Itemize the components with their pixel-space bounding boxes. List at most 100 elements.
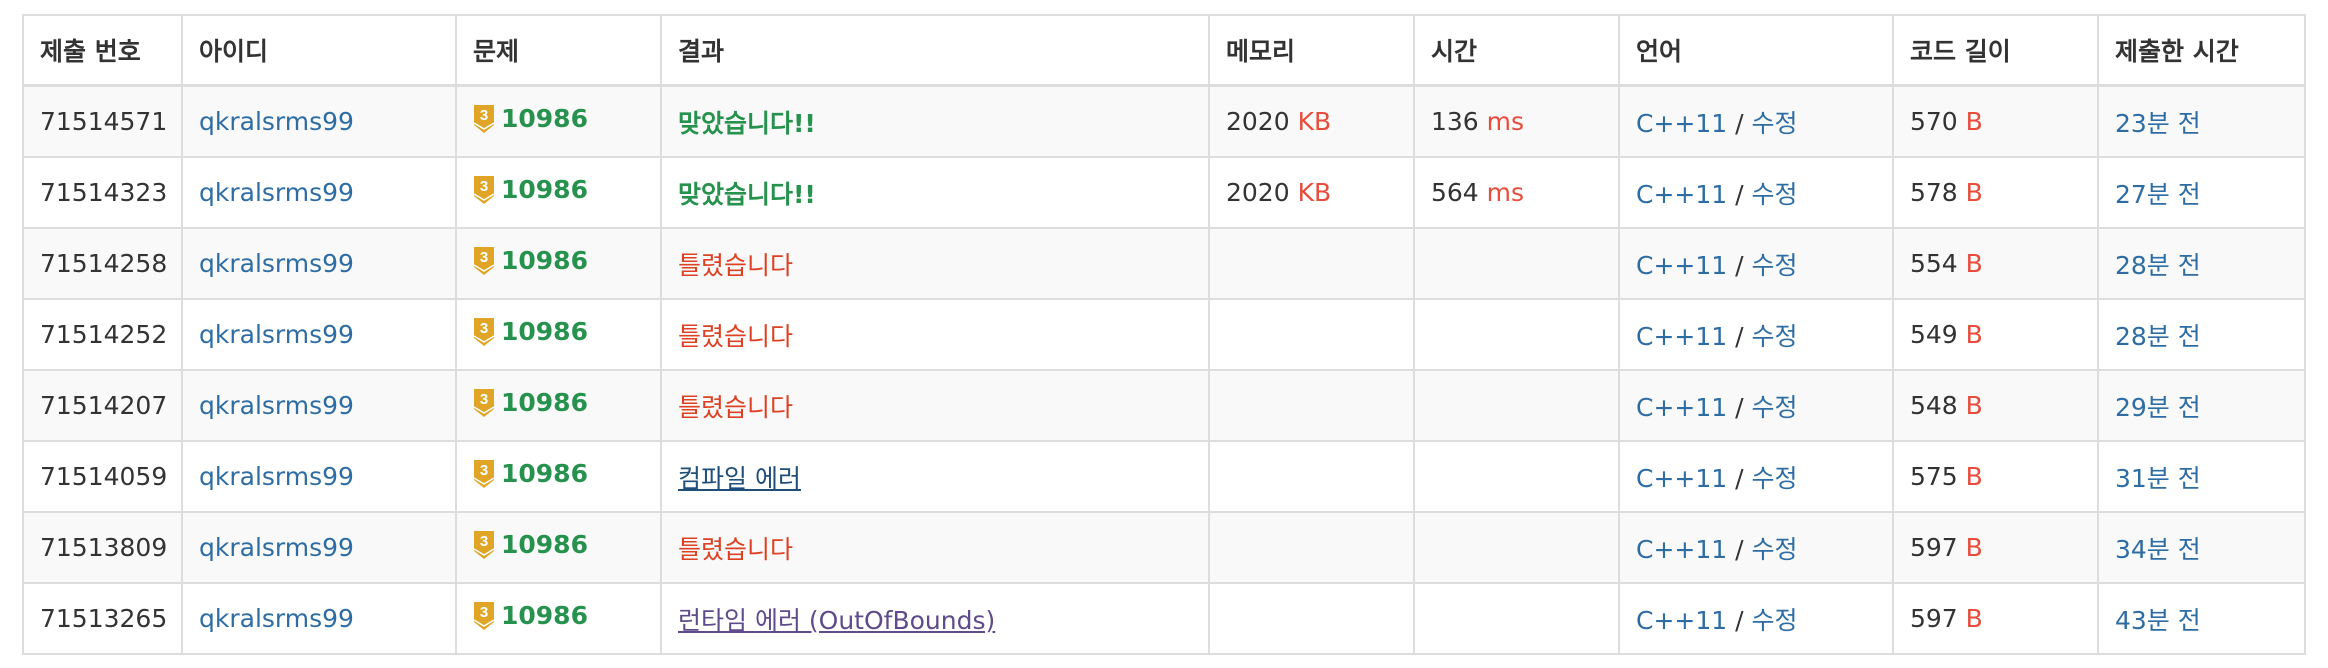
language-link[interactable]: C++11: [1636, 179, 1728, 209]
code-length-value: 548: [1910, 391, 1958, 420]
user-id-link[interactable]: qkralsrms99: [199, 178, 354, 207]
result-text: 맞았습니다!!: [678, 179, 816, 209]
problem-link[interactable]: 3 10986: [473, 104, 588, 134]
language-cell: C++11 / 수정: [1618, 84, 1894, 158]
separator: /: [1735, 534, 1744, 564]
user-cell: qkralsrms99: [181, 582, 457, 655]
user-id-link[interactable]: qkralsrms99: [199, 604, 354, 633]
user-id-link[interactable]: qkralsrms99: [199, 462, 354, 491]
user-id-link[interactable]: qkralsrms99: [199, 391, 354, 420]
language-cell: C++11 / 수정: [1618, 582, 1894, 655]
language-link[interactable]: C++11: [1636, 534, 1728, 564]
edit-link[interactable]: 수정: [1751, 108, 1798, 138]
problem-link[interactable]: 3 10986: [473, 175, 588, 205]
problem-number: 10986: [501, 175, 588, 204]
submission-id-cell: 71514571: [22, 84, 183, 158]
problem-link[interactable]: 3 10986: [473, 530, 588, 560]
edit-link[interactable]: 수정: [1751, 534, 1798, 564]
language-link[interactable]: C++11: [1636, 605, 1728, 635]
submitted-time-link[interactable]: 29분 전: [2115, 392, 2201, 422]
result-text[interactable]: 런타임 에러 (OutOfBounds): [678, 605, 996, 635]
status-table-container: 제출 번호 아이디 문제 결과 메모리 시간 언어 코드 길이 제출한 시간 7…: [22, 14, 2306, 655]
tier-level-label: 3: [480, 107, 488, 124]
submitted-time-link[interactable]: 31분 전: [2115, 463, 2201, 493]
problem-cell: 3 10986: [455, 84, 662, 158]
result-cell: 맞았습니다!!: [660, 156, 1210, 229]
code-length-unit: B: [1965, 249, 1983, 278]
user-cell: qkralsrms99: [181, 84, 457, 158]
user-cell: qkralsrms99: [181, 156, 457, 229]
problem-link[interactable]: 3 10986: [473, 246, 588, 276]
result-text: 틀렸습니다: [678, 392, 794, 422]
submitted-time-link[interactable]: 43분 전: [2115, 605, 2201, 635]
submission-id: 71513809: [40, 533, 168, 562]
edit-link[interactable]: 수정: [1751, 463, 1798, 493]
language-link[interactable]: C++11: [1636, 108, 1728, 138]
problem-number: 10986: [501, 601, 588, 630]
problem-link[interactable]: 3 10986: [473, 601, 588, 631]
table-header: 제출 번호 아이디 문제 결과 메모리 시간 언어 코드 길이 제출한 시간: [22, 14, 2306, 87]
code-length-cell: 548 B: [1892, 369, 2099, 442]
language-link[interactable]: C++11: [1636, 463, 1728, 493]
code-length-cell: 575 B: [1892, 440, 2099, 513]
code-length-value: 554: [1910, 249, 1958, 278]
user-cell: qkralsrms99: [181, 440, 457, 513]
submission-status-table: 제출 번호 아이디 문제 결과 메모리 시간 언어 코드 길이 제출한 시간 7…: [22, 14, 2306, 655]
result-text: 틀렸습니다: [678, 321, 794, 351]
code-length-unit: B: [1965, 462, 1983, 491]
result-cell: 틀렸습니다: [660, 298, 1210, 371]
result-text[interactable]: 컴파일 에러: [678, 463, 801, 493]
bronze-3-tier-icon: 3: [473, 104, 495, 133]
submitted-time-link[interactable]: 34분 전: [2115, 534, 2201, 564]
language-cell: C++11 / 수정: [1618, 156, 1894, 229]
language-cell: C++11 / 수정: [1618, 227, 1894, 300]
submission-id-cell: 71513265: [22, 582, 183, 655]
submitted-time-cell: 28분 전: [2097, 298, 2306, 371]
edit-link[interactable]: 수정: [1751, 179, 1798, 209]
problem-cell: 3 10986: [455, 227, 662, 300]
memory-cell: 2020 KB: [1208, 84, 1415, 158]
edit-link[interactable]: 수정: [1751, 250, 1798, 280]
submitted-time-link[interactable]: 23분 전: [2115, 108, 2201, 138]
submission-id: 71514059: [40, 462, 168, 491]
language-cell: C++11 / 수정: [1618, 511, 1894, 584]
time-cell: [1413, 369, 1620, 442]
submitted-time-cell: 27분 전: [2097, 156, 2306, 229]
problem-link[interactable]: 3 10986: [473, 459, 588, 489]
problem-link[interactable]: 3 10986: [473, 317, 588, 347]
column-header-problem: 문제: [455, 14, 662, 87]
submitted-time-link[interactable]: 28분 전: [2115, 321, 2201, 351]
memory-cell: [1208, 298, 1415, 371]
language-link[interactable]: C++11: [1636, 250, 1728, 280]
edit-link[interactable]: 수정: [1751, 605, 1798, 635]
separator: /: [1735, 179, 1744, 209]
code-length-value: 575: [1910, 462, 1958, 491]
language-link[interactable]: C++11: [1636, 321, 1728, 351]
user-id-link[interactable]: qkralsrms99: [199, 320, 354, 349]
time-value: 564: [1431, 178, 1479, 207]
memory-cell: [1208, 582, 1415, 655]
problem-link[interactable]: 3 10986: [473, 388, 588, 418]
memory-unit: KB: [1297, 178, 1332, 207]
edit-link[interactable]: 수정: [1751, 321, 1798, 351]
edit-link[interactable]: 수정: [1751, 392, 1798, 422]
submitted-time-link[interactable]: 28분 전: [2115, 250, 2201, 280]
user-cell: qkralsrms99: [181, 511, 457, 584]
tier-level-label: 3: [480, 320, 488, 337]
code-length-cell: 549 B: [1892, 298, 2099, 371]
problem-number: 10986: [501, 459, 588, 488]
result-text: 틀렸습니다: [678, 534, 794, 564]
language-cell: C++11 / 수정: [1618, 440, 1894, 513]
submission-id: 71514207: [40, 391, 168, 420]
memory-unit: KB: [1297, 107, 1332, 136]
user-id-link[interactable]: qkralsrms99: [199, 107, 354, 136]
code-length-unit: B: [1965, 533, 1983, 562]
user-id-link[interactable]: qkralsrms99: [199, 533, 354, 562]
separator: /: [1735, 392, 1744, 422]
tier-level-label: 3: [480, 533, 488, 550]
code-length-unit: B: [1965, 391, 1983, 420]
language-link[interactable]: C++11: [1636, 392, 1728, 422]
submitted-time-link[interactable]: 27분 전: [2115, 179, 2201, 209]
user-id-link[interactable]: qkralsrms99: [199, 249, 354, 278]
code-length-cell: 597 B: [1892, 582, 2099, 655]
